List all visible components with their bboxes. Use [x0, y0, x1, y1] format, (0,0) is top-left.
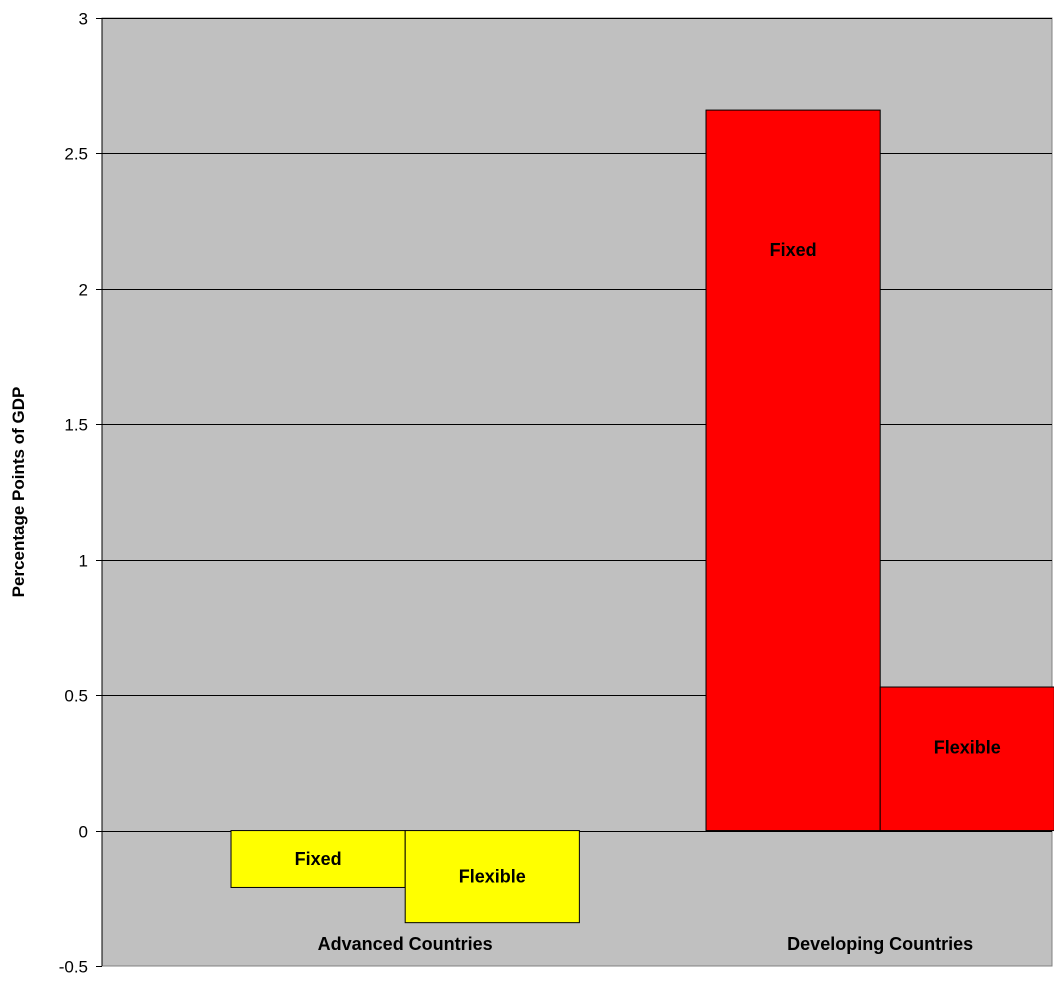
y-tick-label: 1 [79, 552, 88, 571]
y-tick-label: 3 [79, 10, 88, 29]
bars [230, 109, 1054, 924]
bar [705, 109, 881, 832]
category-labels: Advanced Countries Developing Countries [318, 934, 974, 954]
bar [879, 686, 1054, 832]
bar-label: Flexible [459, 867, 526, 887]
y-tick-label: -0.5 [59, 958, 88, 977]
y-axis-title: Percentage Points of GDP [9, 387, 28, 598]
y-axis-ticks: -0.5 0 0.5 1 1.5 2 2.5 3 [59, 10, 102, 977]
category-label: Developing Countries [787, 934, 973, 954]
bar-label: Fixed [295, 849, 342, 869]
bar-label: Fixed [770, 240, 817, 260]
bar-labels: Fixed Flexible Fixed Flexible [295, 240, 1001, 887]
category-label: Advanced Countries [318, 934, 493, 954]
y-tick-label: 0 [79, 823, 88, 842]
y-tick-label: 1.5 [64, 416, 88, 435]
y-tick-label: 2.5 [64, 145, 88, 164]
y-tick-label: 0.5 [64, 687, 88, 706]
bar-label: Flexible [934, 737, 1001, 757]
y-tick-label: 2 [79, 281, 88, 300]
bar [404, 830, 580, 924]
